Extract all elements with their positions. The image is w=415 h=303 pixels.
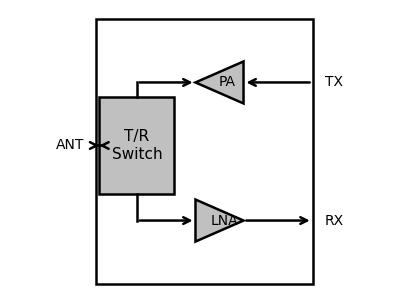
Bar: [96, 19, 312, 284]
Polygon shape: [195, 62, 244, 103]
Text: RX: RX: [325, 214, 344, 228]
Text: T/R
Switch: T/R Switch: [112, 129, 162, 162]
Text: ANT: ANT: [56, 138, 84, 152]
Text: TX: TX: [325, 75, 343, 89]
Bar: [100, 98, 174, 194]
Polygon shape: [195, 200, 244, 241]
Text: LNA: LNA: [210, 214, 238, 228]
Text: PA: PA: [219, 75, 236, 89]
